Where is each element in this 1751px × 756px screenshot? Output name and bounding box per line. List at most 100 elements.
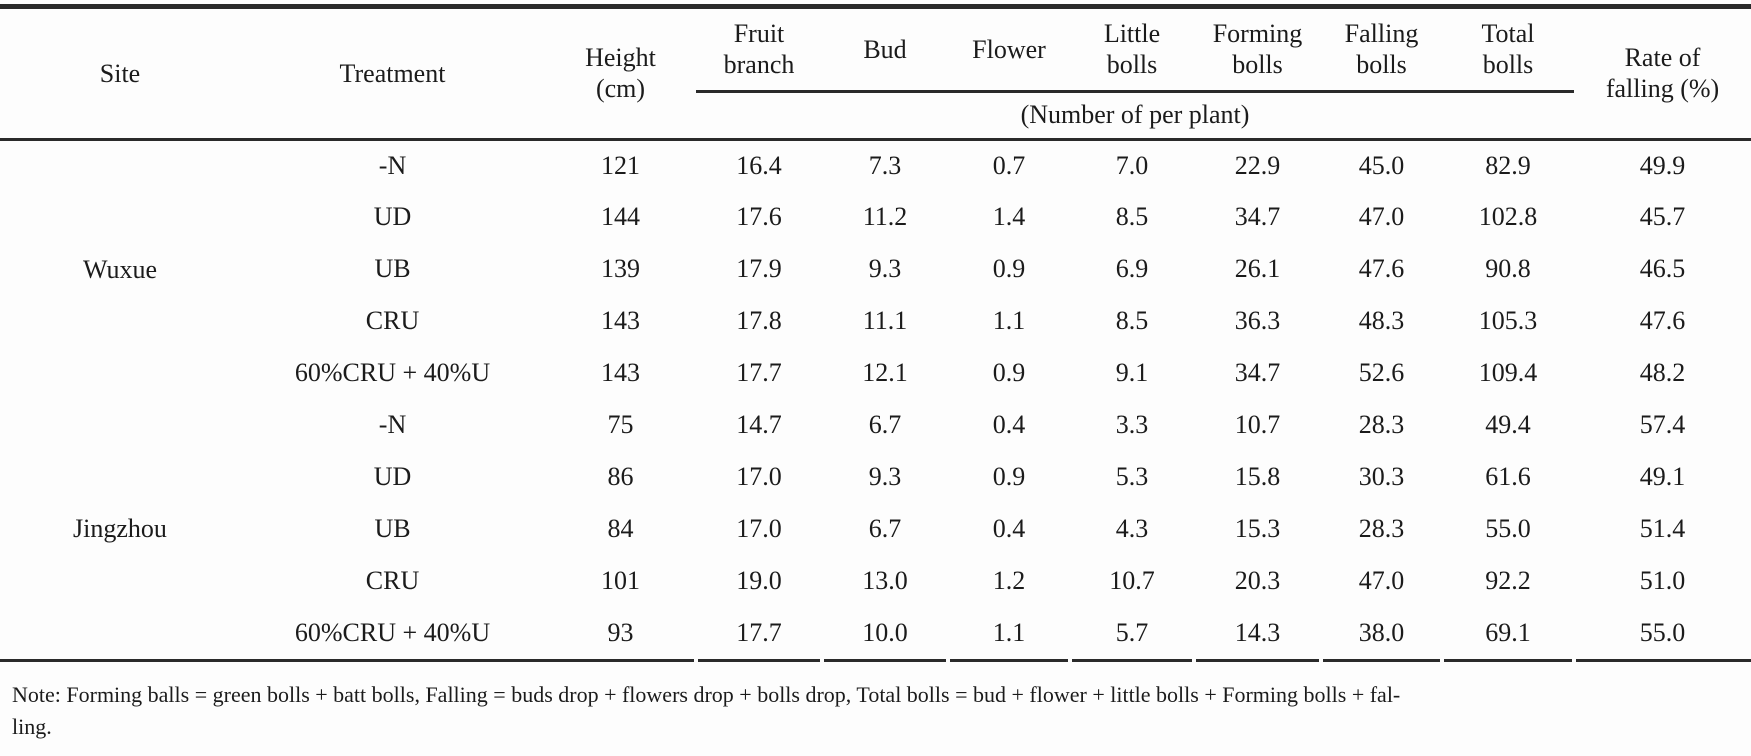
treatment-cell: UD bbox=[373, 462, 412, 492]
flower-cell: 1.1 bbox=[992, 306, 1026, 336]
little-bolls-cell: 3.3 bbox=[1115, 410, 1149, 440]
forming-bolls-cell: 10.7 bbox=[1234, 410, 1281, 440]
treatment-cell: UB bbox=[374, 254, 411, 284]
total-bolls-cell: 90.8 bbox=[1485, 254, 1531, 284]
col-header-falling-bolls: Falling bolls bbox=[1321, 9, 1442, 93]
rate-cell: 48.2 bbox=[1639, 358, 1686, 388]
rate-cell: 57.4 bbox=[1639, 410, 1686, 440]
rate-cell: 46.5 bbox=[1639, 254, 1686, 284]
table-row: UB 139 17.9 9.3 0.9 6.9 26.1 47.6 90.8 4… bbox=[0, 243, 1751, 295]
falling-bolls-cell: 47.0 bbox=[1358, 566, 1405, 596]
table-row: 60%CRU + 40%U 143 17.7 12.1 0.9 9.1 34.7… bbox=[0, 347, 1751, 399]
little-bolls-cell: 5.3 bbox=[1115, 462, 1149, 492]
height-cell: 144 bbox=[601, 202, 640, 232]
little-bolls-cell: 8.5 bbox=[1115, 306, 1149, 336]
total-bolls-cell: 105.3 bbox=[1478, 306, 1538, 336]
total-bolls-cell: 55.0 bbox=[1485, 514, 1531, 544]
flower-cell: 0.7 bbox=[992, 151, 1026, 181]
bottom-rule-segment bbox=[1444, 659, 1572, 662]
table-row: CRU 143 17.8 11.1 1.1 8.5 36.3 48.3 105.… bbox=[0, 295, 1751, 347]
treatment-cell: CRU bbox=[365, 566, 420, 596]
little-bolls-cell: 9.1 bbox=[1115, 358, 1149, 388]
bud-cell: 12.1 bbox=[862, 358, 908, 388]
treatment-cell: -N bbox=[378, 410, 407, 440]
treatment-cell: UD bbox=[373, 202, 412, 232]
little-bolls-cell: 10.7 bbox=[1109, 566, 1155, 596]
flower-cell: 1.2 bbox=[992, 566, 1026, 596]
rate-cell: 55.0 bbox=[1639, 618, 1686, 648]
col-header-fruit-branch-label: Fruit branch bbox=[723, 19, 795, 80]
falling-bolls-cell: 28.3 bbox=[1358, 410, 1405, 440]
flower-cell: 0.4 bbox=[992, 514, 1026, 544]
falling-bolls-cell: 45.0 bbox=[1358, 151, 1405, 181]
bud-cell: 13.0 bbox=[862, 566, 908, 596]
bottom-rule-segment bbox=[698, 659, 820, 662]
table-header: Site Treatment Height (cm) Fruit branch … bbox=[0, 9, 1751, 141]
total-bolls-cell: 109.4 bbox=[1478, 358, 1538, 388]
fruit-branch-cell: 19.0 bbox=[736, 566, 782, 596]
col-header-falling-bolls-label: Falling bolls bbox=[1344, 19, 1419, 80]
height-cell: 93 bbox=[607, 618, 634, 648]
col-header-flower: Flower bbox=[948, 9, 1070, 93]
col-header-total-bolls: Total bolls bbox=[1442, 9, 1574, 93]
bud-cell: 11.2 bbox=[862, 202, 908, 232]
col-header-height: Height (cm) bbox=[545, 9, 696, 141]
bud-cell: 6.7 bbox=[868, 410, 902, 440]
height-cell: 121 bbox=[601, 151, 640, 181]
col-header-fruit-branch: Fruit branch bbox=[696, 9, 822, 93]
rate-cell: 51.0 bbox=[1639, 566, 1686, 596]
falling-bolls-cell: 30.3 bbox=[1358, 462, 1405, 492]
bottom-rule-segment bbox=[1576, 659, 1751, 662]
fruit-branch-cell: 14.7 bbox=[736, 410, 782, 440]
col-header-rate-of-falling: Rate of falling (%) bbox=[1574, 9, 1751, 141]
bud-cell: 11.1 bbox=[862, 306, 908, 336]
bottom-rule-segment bbox=[1196, 659, 1319, 662]
height-cell: 143 bbox=[601, 358, 640, 388]
bottom-rule-segment bbox=[0, 659, 694, 662]
rate-cell: 47.6 bbox=[1639, 306, 1686, 336]
col-header-bud: Bud bbox=[822, 9, 948, 93]
fruit-branch-cell: 17.7 bbox=[736, 618, 782, 648]
total-bolls-cell: 69.1 bbox=[1485, 618, 1531, 648]
header-row-subheader: (Number of per plant) bbox=[0, 90, 1751, 141]
treatment-cell: 60%CRU + 40%U bbox=[294, 618, 491, 648]
table-note: Note: Forming balls = green bolls + batt… bbox=[12, 679, 1739, 743]
forming-bolls-cell: 15.3 bbox=[1234, 514, 1281, 544]
total-bolls-cell: 61.6 bbox=[1485, 462, 1531, 492]
flower-cell: 0.9 bbox=[992, 358, 1026, 388]
crop-treatment-table: Site Treatment Height (cm) Fruit branch … bbox=[0, 9, 1751, 659]
table-row: Jingzhou -N 75 14.7 6.7 0.4 3.3 10.7 28.… bbox=[0, 399, 1751, 543]
height-cell: 84 bbox=[607, 514, 634, 544]
falling-bolls-cell: 52.6 bbox=[1358, 358, 1405, 388]
col-header-bud-label: Bud bbox=[863, 34, 907, 64]
col-header-forming-bolls-label: Forming bolls bbox=[1212, 19, 1303, 80]
table-body: Wuxue -N 121 16.4 7.3 0.7 7.0 22.9 45.0 … bbox=[0, 139, 1751, 659]
treatment-cell: 60%CRU + 40%U bbox=[294, 358, 491, 388]
bud-cell: 10.0 bbox=[862, 618, 908, 648]
total-bolls-cell: 82.9 bbox=[1485, 151, 1531, 181]
bud-cell: 6.7 bbox=[868, 514, 902, 544]
forming-bolls-cell: 26.1 bbox=[1234, 254, 1281, 284]
count-subheader: (Number of per plant) bbox=[696, 90, 1574, 141]
site-cell-wuxue: Wuxue bbox=[82, 255, 158, 285]
table-row: CRU 101 19.0 13.0 1.2 10.7 20.3 47.0 92.… bbox=[0, 555, 1751, 607]
fruit-branch-cell: 16.4 bbox=[736, 151, 782, 181]
rate-cell: 49.1 bbox=[1639, 462, 1686, 492]
fruit-branch-cell: 17.9 bbox=[736, 254, 782, 284]
col-header-rate-of-falling-label: Rate of falling (%) bbox=[1605, 43, 1720, 104]
forming-bolls-cell: 15.8 bbox=[1234, 462, 1281, 492]
col-header-treatment: Treatment bbox=[240, 9, 545, 141]
bottom-rule-segment bbox=[950, 659, 1068, 662]
col-header-height-label: Height (cm) bbox=[585, 43, 656, 104]
table-row: UD 144 17.6 11.2 1.4 8.5 34.7 47.0 102.8… bbox=[0, 191, 1751, 243]
flower-cell: 1.1 bbox=[992, 618, 1026, 648]
fruit-branch-cell: 17.7 bbox=[736, 358, 782, 388]
height-cell: 143 bbox=[601, 306, 640, 336]
bottom-rule-segment bbox=[1072, 659, 1192, 662]
rate-cell: 51.4 bbox=[1639, 514, 1686, 544]
forming-bolls-cell: 22.9 bbox=[1234, 151, 1281, 181]
table-bottom-rule bbox=[0, 659, 1751, 662]
col-header-little-bolls: Little bolls bbox=[1070, 9, 1194, 93]
little-bolls-cell: 6.9 bbox=[1115, 254, 1149, 284]
bottom-rule-segment bbox=[1323, 659, 1440, 662]
